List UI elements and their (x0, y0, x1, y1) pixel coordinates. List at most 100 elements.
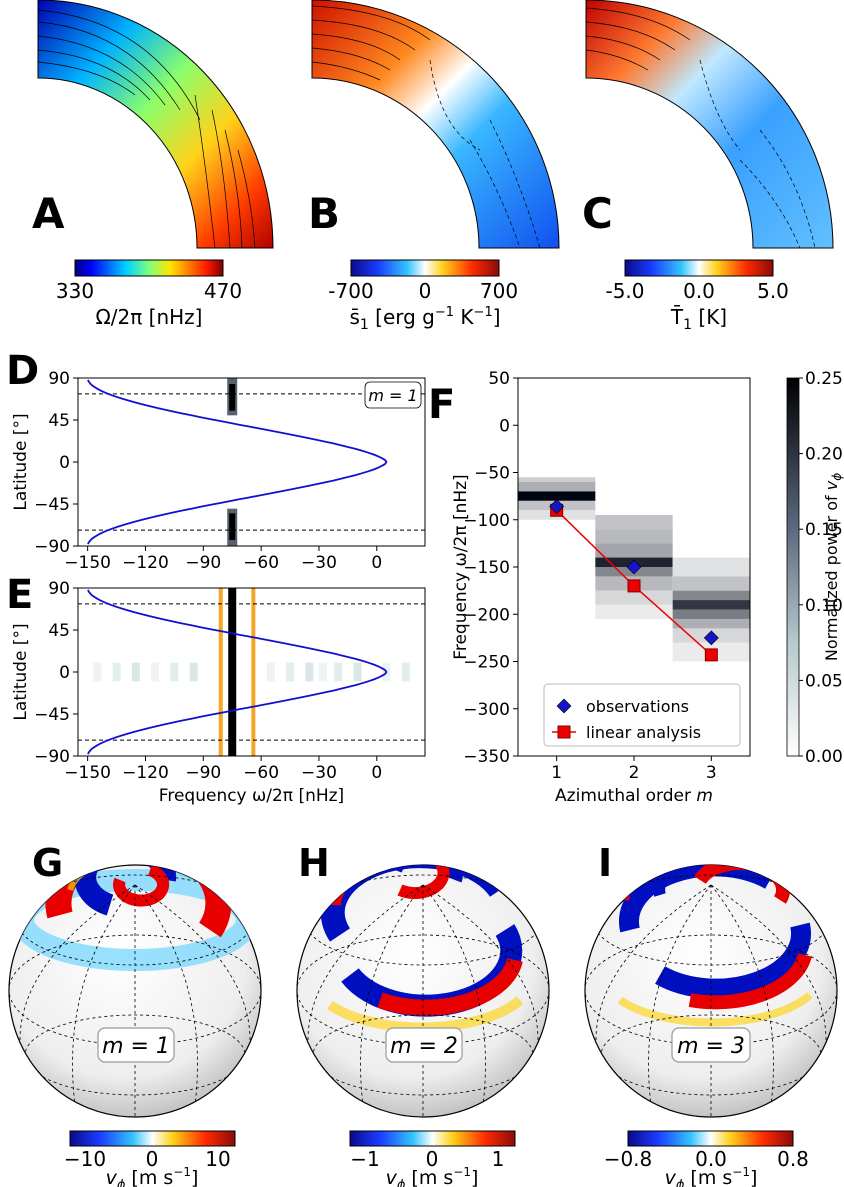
power-cell (595, 529, 673, 544)
colorbar-i-tick-1: 0.0 (695, 1147, 727, 1171)
power-band-north-core (229, 384, 236, 411)
power-cell (595, 604, 673, 619)
power-cell (170, 662, 179, 682)
colorbar-a: 330 470 Ω/2π [nHz] (56, 259, 242, 329)
power-cell (518, 481, 596, 492)
colorbar-g-bar (69, 1130, 236, 1147)
x-tick-label: −120 (122, 553, 169, 573)
y-tick-label: −45 (34, 705, 70, 725)
colorbar-g-tick-0: −10 (64, 1147, 106, 1171)
power-colorbar (786, 377, 800, 757)
panel-letter-g: G (32, 841, 63, 885)
y-tick-label: −350 (463, 747, 510, 767)
x-tick-label: −90 (185, 553, 221, 573)
mode-label-box-g (97, 1027, 175, 1063)
colorbar-h-bar (349, 1130, 516, 1147)
panel-d: −150 −120 −90 −60 −30 0 90 45 0 −45 −90 Latitude [°… (11, 369, 426, 573)
y-axis-label: Latitude [°] (11, 413, 31, 510)
panel-g: G m = 1 (8, 841, 262, 1118)
panel-a: A (32, 0, 274, 249)
power-cell (112, 662, 121, 682)
colorbar-h-label: vϕ [m s−1] (386, 1165, 479, 1187)
power-cell (595, 515, 673, 530)
y-tick-label: 0 (499, 416, 510, 436)
observation-point (703, 630, 719, 646)
x-axis-label: Azimuthal order m (555, 786, 713, 806)
x-tick-label: −60 (243, 763, 279, 783)
x-tick-label: 1 (551, 763, 562, 783)
mode-label-box (364, 381, 422, 409)
colorbar-tick-label: 0.20 (805, 445, 843, 465)
colorbar-c-tick-0: -5.0 (605, 279, 644, 303)
colorbar-c-label: T̄1 [K] (670, 304, 727, 333)
rotation-contours (37, 9, 256, 249)
power-cell (672, 590, 750, 601)
panel-letter-a: A (32, 189, 65, 238)
entropy-contours (311, 5, 541, 249)
power-cell (672, 576, 750, 591)
x-tick-label: 2 (629, 763, 640, 783)
y-tick-label: 90 (48, 579, 70, 599)
observation-point (549, 499, 565, 514)
power-cell (318, 662, 327, 682)
colorbar-tick-label: 0.25 (805, 369, 843, 389)
colorbar-label: Normalized power of vϕ (822, 473, 844, 661)
x-axis-label: Frequency ω/2π [nHz] (159, 786, 344, 806)
legend-observations-label: observations (586, 697, 689, 716)
panel-letter-i: I (598, 841, 612, 885)
power-cell (305, 662, 314, 682)
power-cell (595, 543, 673, 558)
legend-linear-label: linear analysis (586, 723, 701, 742)
x-tick-label: −150 (64, 763, 111, 783)
panel-letter-c: C (582, 189, 613, 238)
colorbar-h: −1 0 1 vϕ [m s−1] (349, 1130, 516, 1187)
colorbar-tick-label: 0.05 (805, 671, 843, 691)
x-tick-label: −60 (243, 553, 279, 573)
colorbar-tick-label: 0.10 (805, 596, 843, 616)
y-tick-label: 0 (59, 663, 70, 683)
x-tick-label: −30 (301, 763, 337, 783)
panel-f: 50 0 −50 −100 −150 −200 −250 −300 −350 1 2 3 Azimuth… (451, 369, 844, 806)
power-cell (595, 590, 673, 605)
y-tick-label: 45 (48, 621, 70, 641)
y-tick-label: −300 (463, 700, 510, 720)
colorbar-a-tick-1: 470 (204, 279, 242, 303)
power-cell (93, 662, 102, 682)
rotation-wedge (37, 0, 274, 249)
colorbar-h-tick-2: 1 (492, 1147, 505, 1171)
y-tick-label: −90 (34, 747, 70, 767)
colorbar-a-label: Ω/2π [nHz] (96, 305, 203, 329)
power-band-south-core (229, 513, 236, 540)
colorbar-g-label: vϕ [m s−1] (106, 1165, 199, 1187)
panel-b: B (308, 0, 560, 249)
x-tick-label: −90 (185, 763, 221, 783)
y-tick-label: −100 (463, 511, 510, 531)
colorbar-tick-label: 0.15 (805, 520, 843, 540)
linear-analysis-point (627, 579, 641, 593)
y-tick-label: −150 (463, 558, 510, 578)
colorbar-b: -700 0 700 s̄1 [erg g−1 K−1] (328, 259, 518, 333)
colorbar-c-tick-2: 5.0 (757, 279, 789, 303)
temperature-wedge (585, 0, 834, 249)
power-cell (672, 600, 750, 610)
colorbar-a-tick-0: 330 (56, 279, 94, 303)
y-axis-label: Latitude [°] (11, 623, 31, 720)
colorbar-c-bar (624, 259, 774, 277)
linear-analysis-point (704, 648, 718, 662)
colorbar-b-tick-1: 0 (419, 279, 432, 303)
x-tick-label: −150 (64, 553, 111, 573)
power-cell (131, 662, 140, 682)
colorbar-i-label: vϕ [m s−1] (665, 1165, 758, 1187)
panel-i: I m = 3 (584, 841, 838, 1118)
power-cell (518, 491, 596, 501)
colorbar-h-tick-1: 0 (426, 1147, 439, 1171)
y-tick-label: 50 (488, 369, 510, 389)
colorbar-g-tick-2: 10 (205, 1147, 230, 1171)
power-cell (672, 618, 750, 629)
window-left-line (218, 588, 223, 756)
panel-c: C (582, 0, 834, 249)
observation-point (626, 559, 642, 575)
mode-label-i: m = 3 (677, 1034, 745, 1059)
panel-h: H m = 2 (296, 841, 550, 1118)
